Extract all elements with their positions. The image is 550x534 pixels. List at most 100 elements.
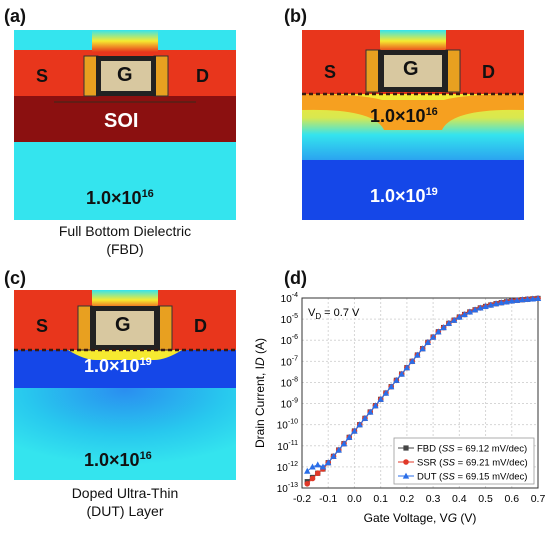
data-point-dut	[435, 328, 442, 335]
drain-label: D	[482, 62, 495, 82]
panel-c-label: (c)	[4, 268, 26, 288]
drain-label: D	[194, 316, 207, 336]
y-tick-label: 10-10	[277, 419, 298, 432]
data-point-dut	[524, 295, 531, 302]
data-point-ssr	[309, 475, 316, 482]
drain-label: D	[196, 66, 209, 86]
data-point-ssr	[304, 480, 311, 487]
data-point-dut	[319, 463, 327, 470]
x-tick-label: 0.2	[400, 493, 415, 505]
y-tick-label: 10-11	[277, 440, 298, 453]
chart-legend: FBD (SS = 69.12 mV/dec) SSR (SS = 69.21 m…	[393, 437, 535, 485]
data-series	[304, 295, 542, 487]
data-point-dut	[429, 333, 437, 340]
panel-d-label: (d)	[284, 268, 307, 288]
plot-frame	[301, 297, 539, 489]
data-point-dut	[477, 304, 484, 311]
y-ticks: 10-13 10-12 10-11 10-10 10-9 10-8 10-7 10-6 10-5…	[277, 292, 298, 495]
data-point-dut	[408, 357, 416, 364]
data-point-dut	[414, 351, 421, 358]
legend-box	[393, 437, 535, 485]
soi-layer-label: SOI	[104, 110, 139, 132]
data-point-dut	[450, 316, 458, 323]
x-tick-label: -0.1	[319, 493, 337, 505]
y-tick-label: 10-13	[277, 482, 298, 495]
data-point-dut	[503, 298, 510, 305]
lower-doping-label: 1.0×1016	[84, 450, 152, 470]
y-tick-label: 10-9	[281, 398, 298, 411]
source-label: S	[324, 62, 337, 82]
legend-marker	[403, 445, 409, 451]
gate-label: G	[403, 58, 419, 80]
legend-entry-ssr: SSR (SS = 69.21 mV/dec)	[417, 458, 528, 469]
data-point-dut	[534, 295, 542, 302]
source-label: S	[36, 66, 49, 86]
data-point-dut	[461, 311, 468, 318]
data-point-dut	[419, 345, 426, 352]
panel-b-simulation: S G D 1.0×1016 1.0×1019	[302, 30, 524, 220]
source-label: S	[36, 316, 49, 336]
legend-entry-dut: DUT (SS = 69.15 mV/dec)	[417, 472, 527, 483]
y-tick-label: 10-5	[281, 313, 298, 326]
data-point-dut	[508, 297, 515, 304]
data-point-dut	[466, 308, 474, 315]
x-tick-label: 0.3	[426, 493, 441, 505]
x-tick-label: 0.0	[347, 493, 362, 505]
data-point-dut	[492, 300, 500, 307]
data-point-dut	[529, 295, 536, 302]
panel-a-caption: Full Bottom Dielectric (FBD)	[58, 223, 192, 257]
data-point-dut	[398, 370, 405, 377]
iv-chart: 10-13 10-12 10-11 10-10 10-9 10-8 10-7 10-6 10-5…	[253, 292, 545, 525]
data-point-dut	[424, 338, 432, 345]
panel-a-simulation: S G D SOI 1.0×1016	[14, 30, 236, 220]
x-tick-label: -0.2	[293, 493, 311, 505]
x-tick-label: 0.7	[531, 493, 546, 505]
x-tick-label: 0.5	[478, 493, 493, 505]
y-tick-label: 10-6	[281, 334, 298, 347]
data-point-dut	[366, 408, 374, 415]
data-point-dut	[471, 306, 479, 313]
data-point-dut	[340, 440, 348, 447]
lower-doping-label: 1.0×1019	[370, 186, 438, 206]
data-point-dut	[513, 296, 521, 303]
data-point-dut	[314, 461, 321, 468]
data-point-dut	[487, 301, 494, 308]
data-point-dut	[445, 319, 453, 326]
data-point-dut	[351, 427, 358, 434]
panel-c-caption: Doped Ultra-Thin (DUT) Layer	[71, 485, 179, 519]
doping-label: 1.0×1016	[86, 188, 154, 208]
gate-label: G	[115, 314, 131, 336]
y-axis-label: Drain Current, ID (A)	[253, 338, 267, 448]
panel-b-label: (b)	[284, 6, 307, 26]
data-point-dut	[382, 389, 390, 396]
legend-marker	[403, 459, 409, 465]
x-tick-label: 0.1	[373, 493, 388, 505]
legend-entry-fbd: FBD (SS = 69.12 mV/dec)	[417, 444, 527, 455]
vd-annotation: VD = 0.7 V	[308, 307, 360, 321]
data-point-dut	[377, 395, 384, 402]
data-point-dut	[440, 324, 447, 331]
data-point-dut	[335, 446, 342, 453]
data-point-dut	[372, 402, 379, 409]
panel-c-simulation: S G D 1.0×1019 1.0×1016	[14, 290, 236, 480]
y-tick-label: 10-7	[281, 355, 298, 368]
data-point-dut	[330, 452, 337, 459]
y-tick-label: 10-8	[281, 376, 298, 389]
data-point-dut	[346, 433, 353, 440]
panel-a-label: (a)	[4, 6, 26, 26]
upper-doping-label: 1.0×1016	[370, 106, 438, 126]
y-tick-label: 10-12	[277, 461, 298, 474]
data-point-ssr	[314, 470, 321, 477]
y-tick-label: 10-4	[281, 292, 298, 305]
x-axis-label: Gate Voltage, VG (V)	[364, 511, 477, 525]
data-point-dut	[361, 414, 369, 421]
data-point-dut	[519, 296, 526, 303]
data-point-dut	[498, 299, 505, 306]
data-point-dut	[387, 383, 395, 390]
x-ticks: -0.2 -0.1 0.0 0.1 0.2 0.3 0.4 0.5 0.6 0.7	[293, 493, 545, 505]
x-tick-label: 0.6	[504, 493, 519, 505]
data-point-dut	[356, 421, 363, 428]
data-point-dut	[456, 313, 463, 320]
data-point-dut	[482, 303, 489, 310]
data-point-dut	[325, 459, 332, 466]
